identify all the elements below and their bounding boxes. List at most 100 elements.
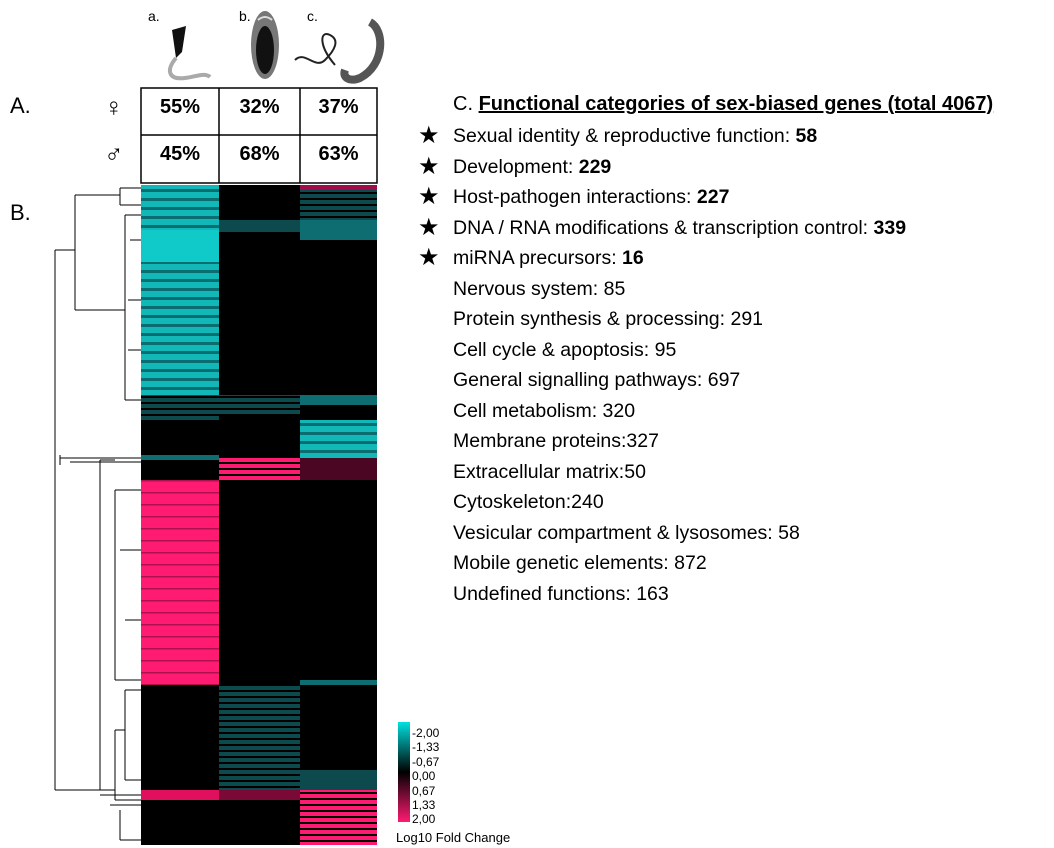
category-label: Cell cycle & apoptosis: [453, 338, 655, 361]
legend-tick-label: 0,67 [412, 783, 436, 798]
heatmap-block [141, 480, 219, 685]
category-item: General signalling pathways: 697 [453, 369, 740, 392]
star: ★ [418, 213, 440, 241]
category-label: Membrane proteins: [453, 430, 627, 452]
heatmap-block [219, 458, 300, 482]
legend-title: Log10 Fold Change [396, 830, 511, 845]
heatmap-block [300, 458, 377, 480]
legend-tick-label: -0,67 [412, 754, 440, 769]
category-count: 227 [696, 186, 730, 208]
title: Functional categories of sex-biased gene… [478, 93, 994, 115]
category-label: Development: [453, 155, 579, 178]
category-item: Undefined functions: 163 [453, 583, 669, 606]
heatmap-block [141, 185, 219, 395]
table-cell: 55% [159, 96, 201, 118]
table-cell: 68% [239, 143, 280, 165]
category-label: Protein synthesis & processing: [453, 308, 731, 330]
category-count: 339 [873, 216, 907, 239]
category-item: Vesicular compartment & lysosomes: 58 [453, 522, 800, 545]
category-count: 50 [624, 460, 646, 483]
category-item: Development: 229 [453, 156, 611, 179]
heatmap-block [141, 790, 219, 800]
category-label: DNA / RNA modifications & transcription … [453, 216, 874, 239]
category-item: Sexual identity & reproductive function:… [453, 125, 817, 148]
heatmap-block [300, 190, 377, 220]
category-item: Nervous system: 85 [453, 278, 625, 301]
legend-bar [398, 722, 410, 822]
category-label: Sexual identity & reproductive function: [453, 125, 796, 147]
category-count: 58 [795, 125, 818, 147]
panel-label: A. [10, 93, 31, 118]
heatmap-block [141, 800, 219, 845]
heatmap-block [219, 232, 300, 395]
heatmap-block [300, 680, 377, 685]
table-cell: 63% [318, 143, 359, 165]
category-label: Cell metabolism: [453, 399, 603, 422]
category-count: 697 [707, 369, 741, 391]
heatmap-block [141, 455, 219, 460]
legend-tick-label: 0,00 [412, 769, 436, 784]
category-label: General signalling pathways: [453, 369, 708, 391]
category-item: Cytoskeleton:240 [453, 491, 604, 514]
category-item: Cell metabolism: 320 [453, 400, 635, 423]
star: ★ [418, 122, 440, 149]
category-count: 240 [571, 491, 604, 513]
category-item: Mobile genetic elements: 872 [453, 552, 707, 575]
categories-title: C. Functional categories of sex-biased g… [453, 93, 993, 116]
heatmap-block [300, 405, 377, 420]
table-grid [140, 87, 378, 184]
table-cell: 32% [239, 96, 280, 118]
organism-label: b. [239, 8, 251, 24]
heatmap-block [300, 790, 377, 845]
category-item: Protein synthesis & processing: 291 [453, 308, 763, 331]
category-label: miRNA precursors: [453, 247, 623, 269]
category-label: Nervous system: [453, 277, 604, 300]
heatmap-block [300, 480, 377, 680]
panel-label: C. [453, 93, 473, 115]
category-label: Vesicular compartment & lysosomes: [453, 521, 779, 544]
dendrogram [54, 187, 141, 841]
heatmap-block [300, 420, 377, 458]
heatmap-block [300, 395, 377, 405]
legend-tick-label: -2,00 [412, 726, 440, 740]
category-count: 58 [778, 521, 800, 544]
heatmap-block [219, 790, 300, 800]
category-item: Cell cycle & apoptosis: 95 [453, 339, 676, 362]
heatmap-block [141, 230, 219, 262]
category-count: 229 [578, 155, 612, 178]
sex-symbol: ♀ [104, 92, 124, 122]
sex-symbol: ♂ [104, 139, 124, 169]
category-label: Mobile genetic elements: [453, 552, 675, 574]
category-item: DNA / RNA modifications & transcription … [453, 217, 906, 240]
heatmap-block [141, 420, 219, 455]
heatmap-block [219, 800, 300, 845]
category-label: Host-pathogen interactions: [453, 186, 697, 208]
category-count: 872 [674, 552, 707, 574]
category-item: Extracellular matrix:50 [453, 461, 646, 484]
table-cell: 37% [318, 96, 359, 118]
heatmap-block [219, 482, 300, 685]
legend-tick-label: 1,33 [412, 798, 436, 812]
heatmap-block [300, 685, 377, 770]
heatmap-block [219, 185, 300, 220]
category-item: Membrane proteins:327 [453, 430, 659, 453]
legend-tick-label: 2,00 [412, 812, 436, 827]
category-label: Cytoskeleton: [453, 491, 572, 513]
category-count: 95 [654, 338, 677, 361]
category-count: 85 [603, 277, 626, 300]
table-cell: 45% [159, 143, 201, 165]
organism-label: c. [307, 8, 318, 24]
heatmap [141, 185, 377, 845]
star: ★ [418, 152, 440, 180]
heatmap-block [219, 220, 300, 232]
organism-label: a. [148, 8, 160, 24]
star: ★ [418, 244, 440, 271]
legend-tick-label: -1,33 [412, 740, 440, 755]
category-label: Extracellular matrix: [453, 460, 625, 483]
heatmap-block [300, 240, 377, 395]
heatmap-block [219, 415, 300, 458]
panel-label: B. [10, 200, 31, 225]
category-count: 320 [602, 399, 636, 422]
star: ★ [418, 183, 440, 210]
